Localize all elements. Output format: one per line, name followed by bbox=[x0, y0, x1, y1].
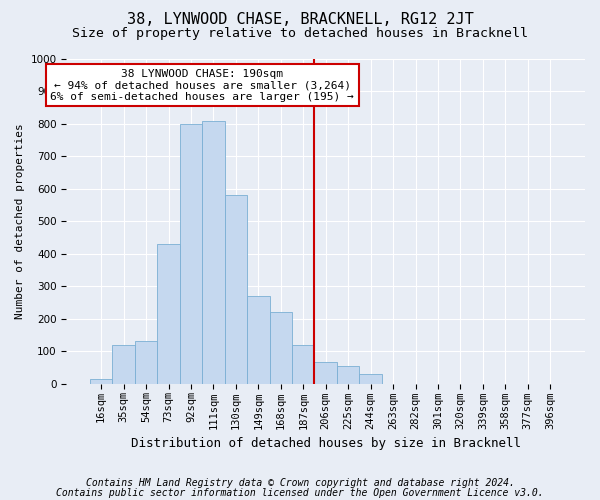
Bar bbox=[269, 312, 292, 384]
Bar bbox=[112, 344, 135, 384]
Bar bbox=[359, 374, 382, 384]
Text: 38, LYNWOOD CHASE, BRACKNELL, RG12 2JT: 38, LYNWOOD CHASE, BRACKNELL, RG12 2JT bbox=[127, 12, 473, 28]
Text: 38 LYNWOOD CHASE: 190sqm
← 94% of detached houses are smaller (3,264)
6% of semi: 38 LYNWOOD CHASE: 190sqm ← 94% of detach… bbox=[50, 68, 354, 102]
Bar bbox=[90, 378, 112, 384]
Bar bbox=[135, 342, 157, 384]
Text: Contains public sector information licensed under the Open Government Licence v3: Contains public sector information licen… bbox=[56, 488, 544, 498]
Text: Contains HM Land Registry data © Crown copyright and database right 2024.: Contains HM Land Registry data © Crown c… bbox=[86, 478, 514, 488]
Y-axis label: Number of detached properties: Number of detached properties bbox=[15, 124, 25, 319]
Bar bbox=[247, 296, 269, 384]
Bar bbox=[157, 244, 180, 384]
Bar bbox=[180, 124, 202, 384]
Bar bbox=[337, 366, 359, 384]
Bar bbox=[292, 344, 314, 384]
Bar bbox=[224, 196, 247, 384]
Bar bbox=[314, 362, 337, 384]
Text: Size of property relative to detached houses in Bracknell: Size of property relative to detached ho… bbox=[72, 28, 528, 40]
X-axis label: Distribution of detached houses by size in Bracknell: Distribution of detached houses by size … bbox=[131, 437, 521, 450]
Bar bbox=[202, 120, 224, 384]
